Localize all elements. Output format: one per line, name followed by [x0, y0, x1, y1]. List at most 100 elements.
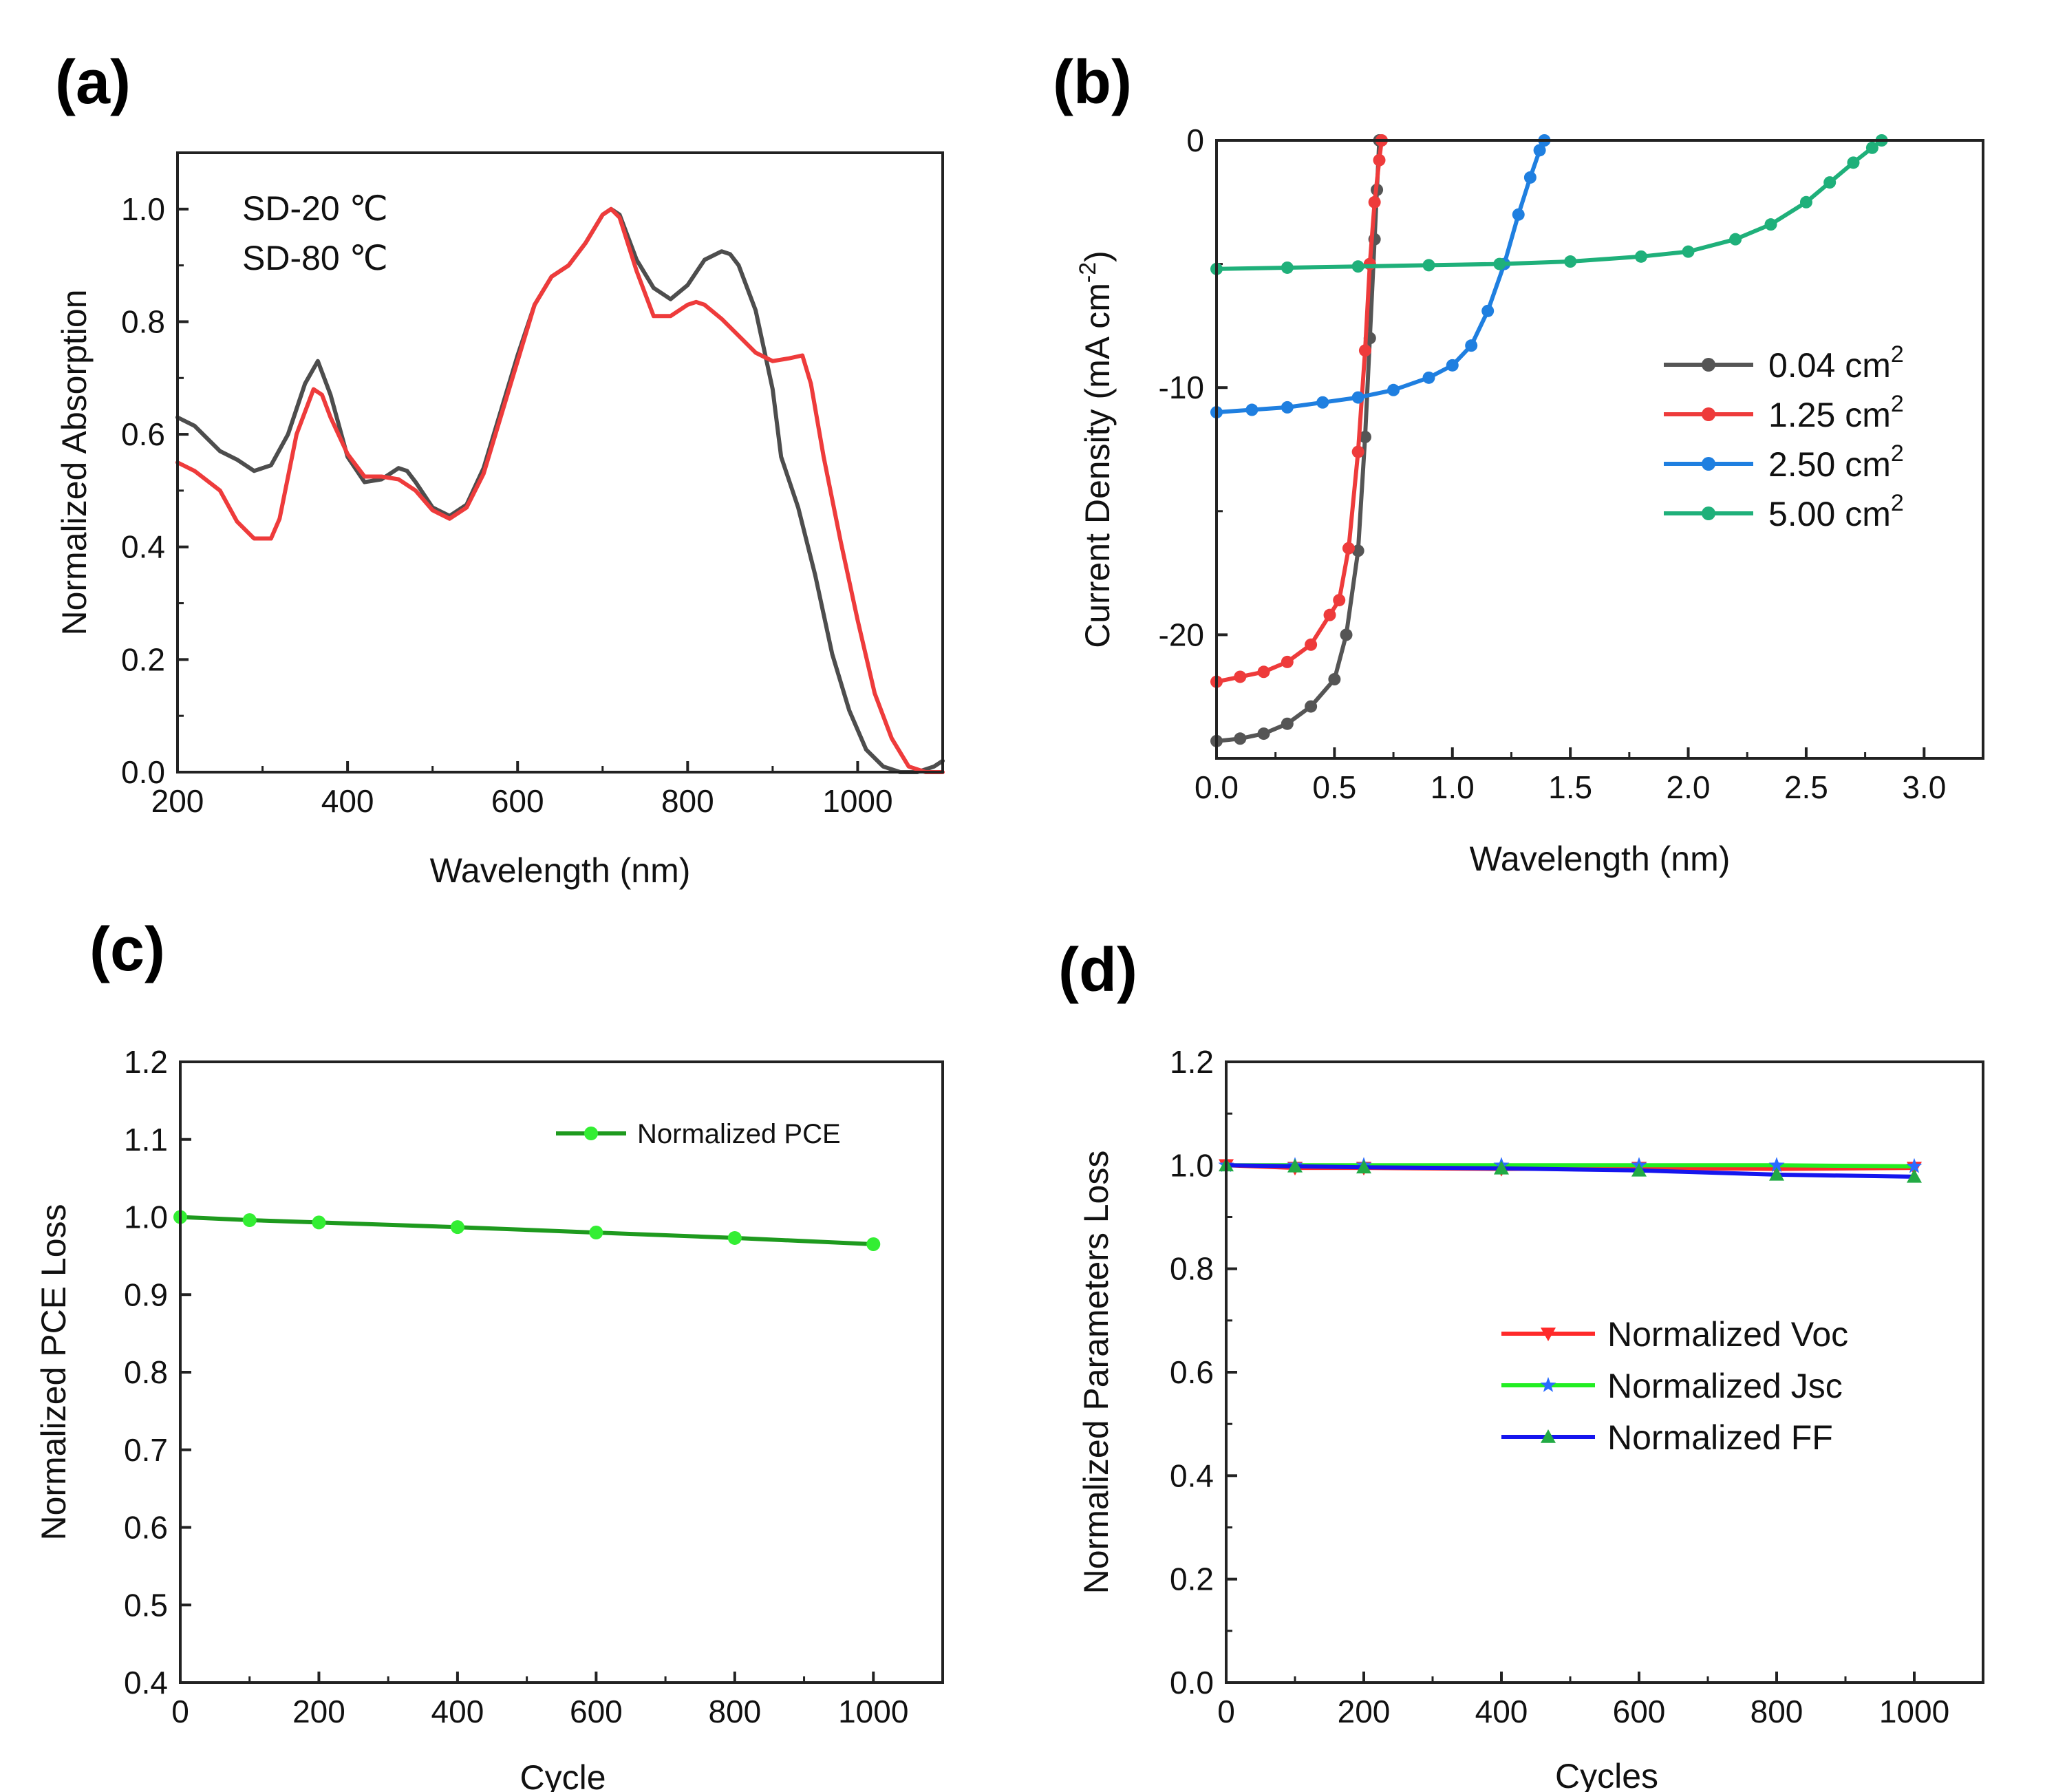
plot-b-series-3-point [1729, 233, 1742, 246]
panel-b-label: (b) [1053, 48, 1132, 117]
plot-d-frame [1225, 1060, 1984, 1684]
plot-c-ylabel: Normalized PCE Loss [34, 1204, 73, 1540]
plot-b-series-0-point [1358, 431, 1371, 444]
plot-b-series-1-point [1234, 670, 1247, 683]
plot-a-xtick-label: 600 [491, 783, 544, 819]
plot-d-series-2-point [1494, 1160, 1509, 1175]
plot-b-series-3-point [1823, 176, 1837, 189]
plot-b-xtick-label: 3.0 [1902, 769, 1946, 805]
plot-b-series-2-point [1316, 396, 1329, 409]
plot-b-series-1-point [1351, 445, 1364, 458]
plot-b-series-1-point [1323, 608, 1336, 621]
plot-c-ytick-label: 0.6 [124, 1510, 168, 1546]
plot-d-series-2-point [1287, 1158, 1303, 1173]
legend-b-label-1: 1.25 cm2 [1768, 391, 1904, 434]
plot-a-xtick-label: 200 [151, 783, 204, 819]
legend-d-label-2: Normalized FF [1607, 1418, 1833, 1457]
plot-b-series-2-point [1533, 144, 1546, 157]
plot-d-xtick-label: 200 [1338, 1694, 1391, 1729]
plot-b-series-3-point [1799, 195, 1812, 209]
plot-b-series-3-point [1351, 260, 1364, 273]
plot-b-series-3-point [1847, 156, 1860, 169]
panel-d-label: (d) [1058, 936, 1137, 1005]
plot-d-series-2-point [1631, 1162, 1647, 1177]
plot-c-xtick-label: 200 [292, 1694, 345, 1729]
legend-b-label-0: 0.04 cm2 [1768, 341, 1904, 385]
legend-b-sup-3: 2 [1891, 490, 1904, 516]
panel-d: (d) 0 200 400 600 800 1000 0.0 0.2 0.4 0.6 0.8 1.0 1… [1058, 936, 1984, 1792]
legend-b-marker-2 [1702, 457, 1715, 471]
plot-b-series-2-point [1512, 208, 1525, 221]
plot-a-ytick-label: 0.0 [121, 754, 165, 790]
plot-c: 0 200 400 600 800 1000 0.4 0.5 0.6 0.7 0.8 0.9 1.0 1.… [124, 1044, 944, 1729]
plot-b-series-2-point [1387, 383, 1400, 396]
legend-c-label: Normalized PCE [637, 1119, 841, 1149]
plot-b-series-0-point [1305, 700, 1318, 713]
plot-d-series-2-point [1356, 1160, 1371, 1174]
legend-c-marker [584, 1127, 598, 1140]
plot-c-series-0-point [242, 1213, 257, 1228]
plot-a-legend: SD-20 ℃ SD-80 ℃ [242, 189, 388, 277]
plot-b-series-0-point [1281, 717, 1294, 730]
plot-a-ytick-label: 0.6 [121, 416, 165, 452]
plot-b-series-0-point [1234, 732, 1247, 745]
plot-b-series-3-point [1422, 259, 1435, 272]
legend-b-label-2: 2.50 cm2 [1768, 440, 1904, 484]
legend-b-sup-1: 2 [1891, 391, 1904, 417]
plot-a: 200 400 600 800 1000 0.0 0.2 0.4 0.6 0.8 1.0 [121, 191, 945, 819]
plot-d-ylabel: Normalized Parameters Loss [1077, 1151, 1115, 1594]
plot-c-xlabel: Cycle [520, 1758, 606, 1792]
legend-b-value-2: 2.50 cm [1768, 445, 1891, 484]
plot-b-series-3-point [1764, 218, 1777, 231]
legend-d-label-0: Normalized Voc [1607, 1315, 1848, 1354]
plot-b-ylabel-sup: -2 [1075, 262, 1101, 283]
legend-d-marker-1 [1540, 1376, 1556, 1392]
legend-b-value-1: 1.25 cm [1768, 396, 1891, 434]
plot-b-series-3-point [1682, 245, 1695, 258]
plot-c-ytick-label: 0.5 [124, 1587, 168, 1623]
plot-b-series-1-point [1368, 195, 1381, 209]
plot-b-xtick-label: 1.0 [1431, 769, 1475, 805]
legend-b-marker-0 [1702, 358, 1715, 372]
legend-d-label-1: Normalized Jsc [1607, 1367, 1843, 1405]
plot-b-series-0-point [1340, 628, 1353, 641]
legend-b-value-3: 5.00 cm [1768, 495, 1891, 533]
plot-c-series-0-point [312, 1215, 326, 1230]
legend-b-value-0: 0.04 cm [1768, 346, 1891, 385]
plot-b-series-0-point [1328, 673, 1341, 686]
plot-b-frame [1215, 139, 1984, 760]
plot-b-xtick-label: 0.5 [1312, 769, 1356, 805]
plot-d-ytick-label: 1.0 [1170, 1147, 1214, 1183]
plot-b-series-2-point [1465, 339, 1478, 352]
plot-b-series-0-point [1257, 727, 1270, 740]
plot-b-ylabel-end: ) [1078, 250, 1117, 262]
plot-d: 0 200 400 600 800 1000 0.0 0.2 0.4 0.6 0.8 1.0 1.2 [1170, 1044, 1984, 1729]
plot-c-xtick-label: 0 [171, 1694, 189, 1729]
plot-b-xtick-label: 0.0 [1195, 769, 1239, 805]
plot-c-ytick-label: 0.8 [124, 1354, 168, 1390]
plot-d-xtick-label: 1000 [1879, 1694, 1949, 1729]
plot-d-series-1-point [1906, 1158, 1923, 1173]
plot-a-xtick-label: 400 [321, 783, 374, 819]
legend-d-marker-2 [1541, 1429, 1556, 1443]
plot-b-ylabel-main: Current Density (mA cm [1078, 283, 1117, 648]
plot-a-ytick-label: 0.4 [121, 529, 165, 565]
plot-d-xtick-label: 0 [1217, 1694, 1235, 1729]
plot-d-ytick-label: 0.4 [1170, 1458, 1214, 1493]
plot-b-series-0-point [1351, 544, 1364, 557]
panel-a: (a) 200 400 600 800 1000 0.0 0.2 0.4 0.6 0.8 1.0 W… [55, 48, 945, 890]
plot-b-ytick-label: 0 [1186, 122, 1204, 158]
panel-b: (b) 0.0 0.5 1.0 1.5 2.0 2.5 3.0 0 -10 -20 Wavelen… [1053, 48, 1984, 878]
plot-d-xtick-label: 400 [1475, 1694, 1528, 1729]
plot-d-series-2-point [1907, 1169, 1922, 1183]
legend-b-marker-1 [1702, 407, 1715, 421]
legend-b-sup-2: 2 [1891, 440, 1904, 467]
plot-b-series-1-point [1342, 542, 1355, 555]
plot-b-series-1-point [1333, 594, 1346, 607]
plot-b-series-1-point [1305, 638, 1318, 651]
plot-c-legend: Normalized PCE [556, 1119, 841, 1149]
plot-c-ytick-label: 1.1 [124, 1122, 168, 1158]
plot-b-xtick-label: 2.5 [1784, 769, 1828, 805]
